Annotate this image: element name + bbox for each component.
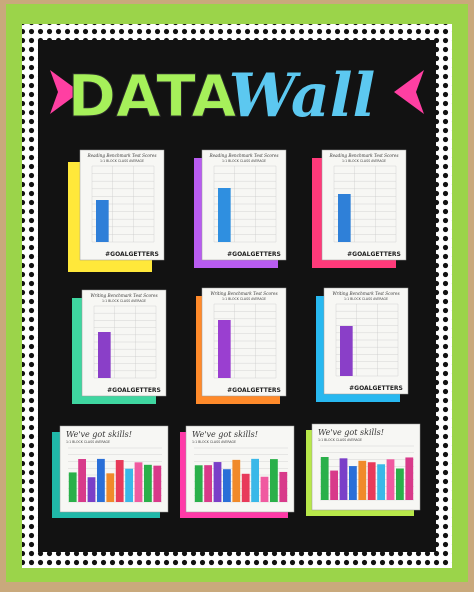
panel-heading: Reading Benchmark Test Scores — [87, 153, 157, 158]
bar — [377, 464, 385, 500]
bar — [125, 468, 133, 502]
panel-heading: Reading Benchmark Test Scores — [209, 153, 279, 158]
panel-subheading: 1:1 BLOCK CLASS AVERAGE — [66, 440, 110, 444]
chart-sheet — [81, 289, 167, 397]
panel-tag: #GOALGETTERS — [347, 251, 401, 258]
bar — [232, 459, 241, 502]
bar — [98, 332, 111, 378]
panel-heading: We've got skills! — [318, 428, 384, 437]
bar — [115, 460, 124, 502]
bar — [144, 464, 152, 502]
panel-heading: Writing Benchmark Test Scores — [210, 291, 277, 296]
panel-subheading: 1:1 BLOCK CLASS AVERAGE — [222, 297, 266, 301]
panel-subheading: 1:1 BLOCK CLASS AVERAGE — [222, 159, 266, 163]
data-panel: We've got skills!1:1 BLOCK CLASS AVERAGE — [306, 423, 421, 516]
bar — [204, 465, 212, 502]
bar — [153, 465, 162, 502]
bar — [97, 458, 105, 502]
bar — [87, 477, 96, 502]
bar — [349, 466, 357, 500]
bar — [194, 465, 203, 502]
bar — [339, 458, 348, 500]
bar — [260, 476, 269, 502]
right-arrow — [394, 70, 424, 114]
title-wall: Wall — [229, 61, 376, 131]
bar — [270, 459, 278, 502]
chart-sheet — [201, 149, 287, 261]
panel-subheading: 1:1 BLOCK CLASS AVERAGE — [192, 440, 236, 444]
left-arrow — [50, 70, 80, 114]
data-panel: We've got skills!1:1 BLOCK CLASS AVERAGE — [52, 425, 169, 518]
chart-sheet — [323, 287, 409, 395]
panel-tag: #GOALGETTERS — [105, 251, 159, 258]
chart-sheet — [321, 149, 407, 261]
panel-tag: #GOALGETTERS — [349, 385, 403, 392]
panel-tag: #GOALGETTERS — [227, 251, 281, 258]
bar — [78, 459, 86, 502]
panel-tag: #GOALGETTERS — [107, 387, 161, 394]
panel-subheading: 1:1 BLOCK CLASS AVERAGE — [100, 159, 144, 163]
bar — [96, 200, 109, 242]
bar — [340, 326, 353, 376]
data-panel: We've got skills!1:1 BLOCK CLASS AVERAGE — [180, 425, 295, 518]
title-data: DATA — [68, 62, 237, 130]
panel-subheading: 1:1 BLOCK CLASS AVERAGE — [342, 159, 386, 163]
panel-heading: We've got skills! — [66, 430, 132, 439]
bar — [320, 457, 329, 500]
bar — [330, 470, 338, 500]
panel-heading: Writing Benchmark Test Scores — [332, 291, 399, 296]
bar — [386, 459, 395, 500]
panel-subheading: 1:1 BLOCK CLASS AVERAGE — [102, 299, 146, 303]
bar — [223, 469, 231, 502]
bar — [251, 458, 259, 502]
panel-heading: Reading Benchmark Test Scores — [329, 153, 399, 158]
bar — [405, 457, 414, 500]
panel-subheading: 1:1 BLOCK CLASS AVERAGE — [344, 297, 388, 301]
bar — [396, 468, 404, 500]
bar — [279, 471, 288, 502]
chart-sheet — [201, 287, 287, 397]
bar — [358, 460, 367, 500]
panel-heading: We've got skills! — [192, 430, 258, 439]
bar — [218, 320, 231, 378]
bar — [218, 188, 231, 242]
panel-heading: Writing Benchmark Test Scores — [90, 293, 157, 298]
panel-subheading: 1:1 BLOCK CLASS AVERAGE — [318, 438, 362, 442]
bar — [134, 462, 143, 502]
bar — [367, 462, 376, 500]
bar — [68, 472, 77, 502]
panel-tag: #GOALGETTERS — [227, 387, 281, 394]
bar — [338, 194, 351, 242]
chart-sheet — [79, 149, 165, 261]
bar — [241, 473, 250, 502]
bar — [106, 473, 115, 502]
bar — [213, 462, 222, 502]
